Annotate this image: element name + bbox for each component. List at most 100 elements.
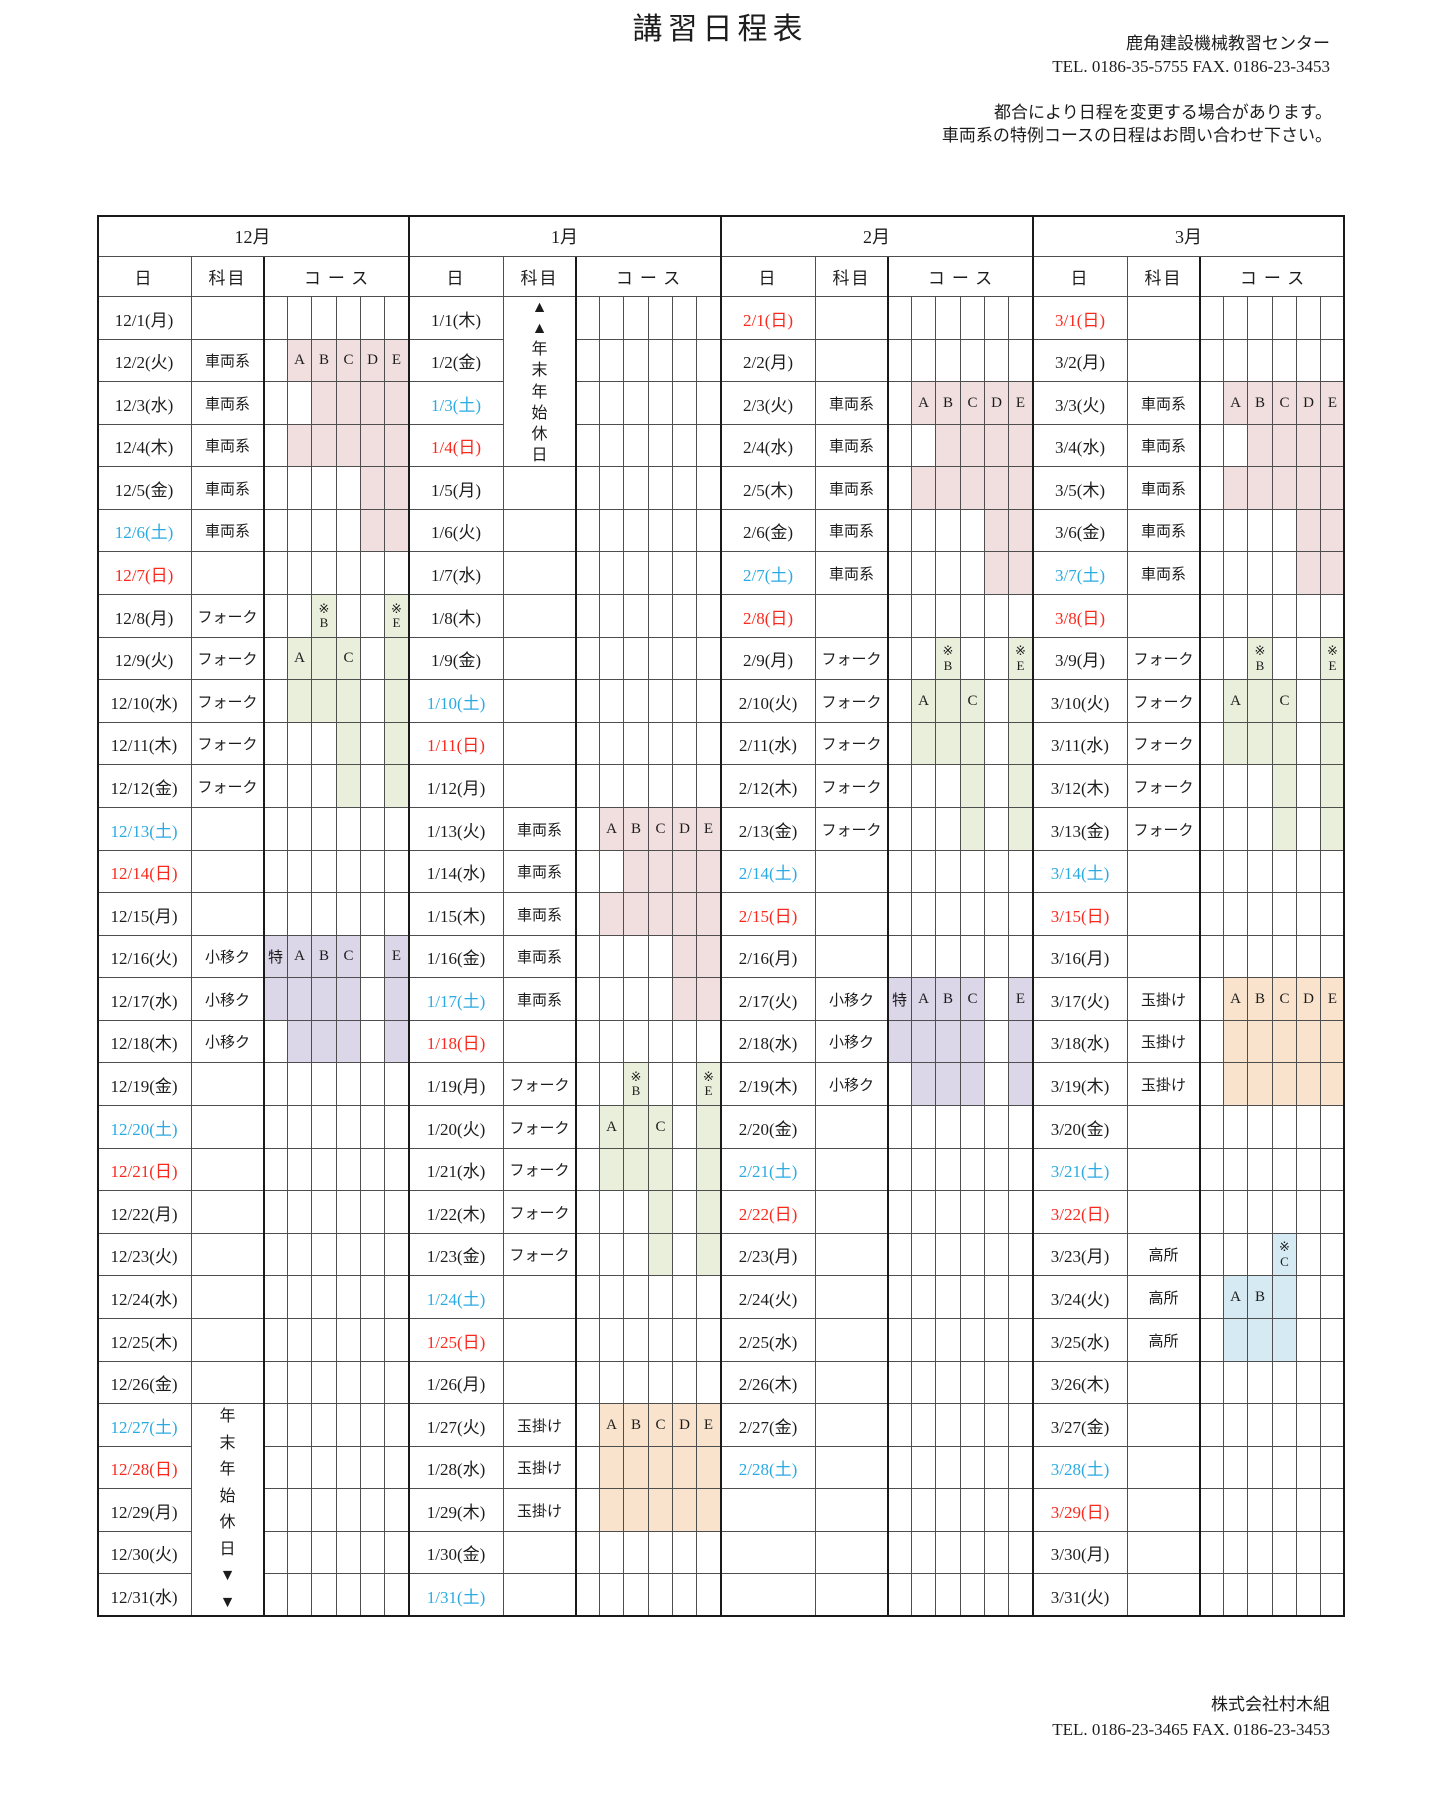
course-cell [912, 1532, 936, 1574]
date-cell: 12/23(火) [97, 1234, 192, 1276]
course-cell [961, 1362, 985, 1404]
date-cell: 1/10(土) [409, 680, 504, 723]
course-band-cell [385, 425, 409, 467]
course-cell [1321, 936, 1345, 978]
schedule-notes: 都合により日程を変更する場合があります。 車両系の特例コースの日程はお問い合わせ… [942, 101, 1332, 147]
date-cell: 12/14(日) [97, 851, 192, 893]
course-cell [600, 297, 624, 340]
note-line-2: 車両系の特例コースの日程はお問い合わせ下さい。 [941, 126, 1332, 145]
course-cell [385, 1574, 409, 1617]
course-band-cell [1297, 552, 1321, 595]
course-band-cell [912, 1021, 936, 1063]
course-cell [385, 1404, 409, 1447]
course-cell [1009, 1362, 1033, 1404]
course-cell [288, 1532, 312, 1574]
course-cell [1224, 808, 1248, 851]
course-cell [361, 552, 385, 595]
course-cell [649, 1532, 673, 1574]
course-cell [697, 680, 721, 723]
course-cell [1273, 1447, 1297, 1489]
date-cell: 12/3(水) [97, 382, 192, 425]
date-cell: 1/20(火) [409, 1106, 504, 1149]
subject-cell: フォーク [192, 680, 264, 723]
course-band-cell: ※ B [1248, 638, 1273, 680]
course-cell [649, 297, 673, 340]
course-band-cell [1248, 425, 1273, 467]
course-cell [385, 1106, 409, 1149]
subject-cell [192, 1149, 264, 1191]
course-cell [600, 936, 624, 978]
date-cell: 1/16(金) [409, 936, 504, 978]
course-cell [361, 765, 385, 808]
course-cell [624, 638, 649, 680]
course-cell [385, 893, 409, 936]
subject-cell [816, 1574, 888, 1617]
course-cell [985, 893, 1009, 936]
course-cell [936, 1404, 961, 1447]
course-cell [288, 808, 312, 851]
date-cell: 12/30(火) [97, 1532, 192, 1574]
course-cell [673, 1362, 697, 1404]
course-cell [361, 1063, 385, 1106]
course-band-cell [1321, 467, 1345, 510]
course-cell [961, 1234, 985, 1276]
course-band-cell [337, 425, 361, 467]
course-cell [1009, 1191, 1033, 1234]
course-cell [888, 1191, 912, 1234]
course-cell [600, 1021, 624, 1063]
course-cell [288, 382, 312, 425]
course-band-cell [912, 723, 936, 765]
course-band-cell [288, 978, 312, 1021]
course-band-cell [1321, 510, 1345, 552]
subject-cell [816, 297, 888, 340]
course-cell [312, 1106, 337, 1149]
course-cell [1200, 595, 1224, 638]
course-cell [264, 340, 288, 382]
course-band-cell [1273, 425, 1297, 467]
subject-cell [192, 552, 264, 595]
course-cell [961, 851, 985, 893]
course-band-cell [1297, 1063, 1321, 1106]
course-cell [264, 552, 288, 595]
course-band-cell [697, 1149, 721, 1191]
course-cell [961, 638, 985, 680]
course-cell [288, 510, 312, 552]
course-cell [912, 808, 936, 851]
holiday-note: 年 末 年 始 休 日 ▼ ▼ [192, 1404, 263, 1616]
course-cell [985, 765, 1009, 808]
course-cell [961, 1106, 985, 1149]
course-cell [673, 1149, 697, 1191]
course-band-cell [912, 1063, 936, 1106]
date-cell: 3/16(月) [1033, 936, 1128, 978]
note-line-1: 都合により日程を変更する場合があります。 [994, 103, 1332, 122]
date-cell: 1/11(日) [409, 723, 504, 765]
course-cell [1297, 638, 1321, 680]
subject-cell [1128, 595, 1200, 638]
course-band-cell: C [1273, 680, 1297, 723]
date-cell: 2/20(金) [721, 1106, 816, 1149]
course-band-cell [1224, 1063, 1248, 1106]
course-band-cell [1273, 765, 1297, 808]
course-cell [912, 552, 936, 595]
course-cell [361, 978, 385, 1021]
course-band-cell [888, 1021, 912, 1063]
course-cell [312, 467, 337, 510]
subject-cell: 玉掛け [1128, 978, 1200, 1021]
course-cell [985, 595, 1009, 638]
course-band-cell [936, 1021, 961, 1063]
course-cell [912, 510, 936, 552]
course-cell [1321, 595, 1345, 638]
course-cell [385, 1319, 409, 1362]
course-cell [600, 1362, 624, 1404]
date-cell: 1/19(月) [409, 1063, 504, 1106]
course-cell [288, 1234, 312, 1276]
date-cell: 3/17(火) [1033, 978, 1128, 1021]
course-band-cell [1321, 1021, 1345, 1063]
course-cell [912, 638, 936, 680]
course-cell [600, 723, 624, 765]
course-cell [337, 467, 361, 510]
course-band-cell [312, 680, 337, 723]
course-cell [697, 1574, 721, 1617]
subject-cell [504, 765, 576, 808]
course-cell [1321, 340, 1345, 382]
